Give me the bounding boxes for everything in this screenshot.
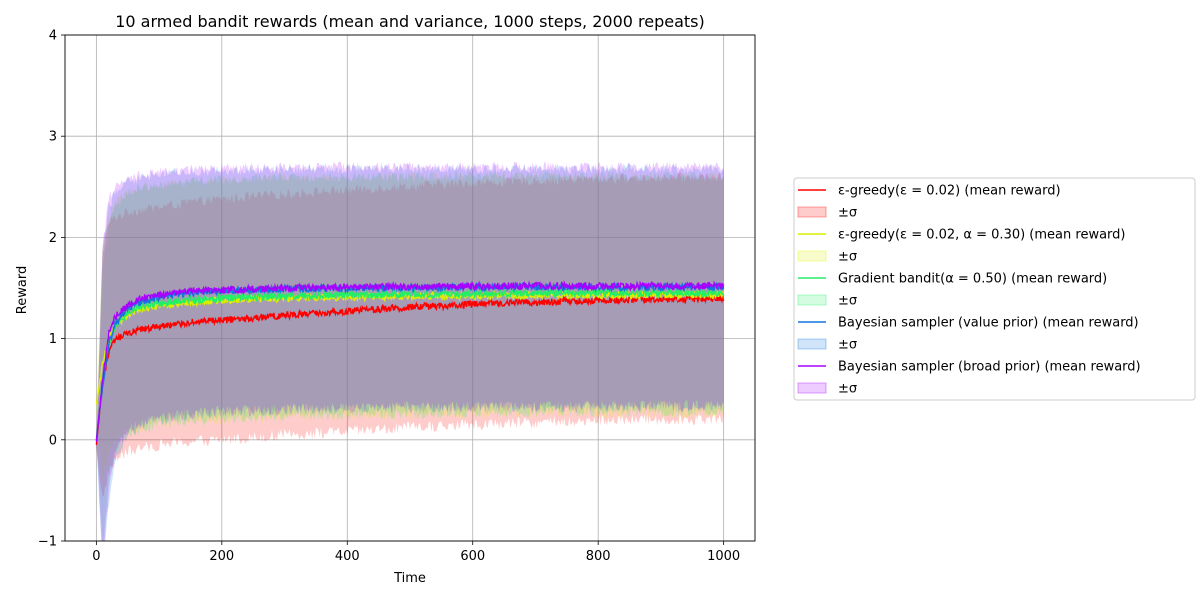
legend-entry-label: Bayesian sampler (broad prior) (mean rew…: [838, 360, 1141, 375]
x-tick-label: 600: [460, 549, 485, 564]
legend-band-swatch: [797, 382, 827, 394]
series-mean-line: [95, 279, 725, 442]
std-band: [96, 163, 724, 541]
y-tick-label: 2: [49, 231, 57, 246]
x-tick-label: 400: [335, 549, 360, 564]
x-tick-label: 0: [92, 549, 100, 564]
legend-band-swatch: [797, 206, 827, 218]
x-axis-label: Time: [393, 571, 426, 586]
plot-area: 0 200 400 600 800 1000 −1 0 1 2 3 4: [38, 29, 756, 564]
legend-entry-label: Bayesian sampler (value prior) (mean rew…: [838, 316, 1139, 331]
series-mean-line: [95, 287, 725, 440]
legend-band-swatch: [797, 294, 827, 306]
std-band: [96, 170, 724, 541]
std-band: [96, 161, 724, 541]
series-mean-line: [95, 292, 725, 445]
std-band: [96, 171, 724, 480]
legend-entry-label: ε-greedy(ε = 0.02) (mean reward): [838, 184, 1061, 199]
legend-band-label: ±σ: [838, 382, 857, 397]
legend-band-label: ±σ: [838, 338, 857, 353]
legend-entry-label: ε-greedy(ε = 0.02, α = 0.30) (mean rewar…: [838, 228, 1125, 243]
legend-band-swatch: [797, 250, 827, 262]
legend-band-label: ±σ: [838, 206, 857, 221]
legend-band-label: ±σ: [838, 250, 857, 265]
legend: ε-greedy(ε = 0.02) (mean reward) ±σ ε-gree…: [793, 177, 1196, 401]
std-band: [96, 171, 724, 497]
y-axis-label: Reward: [15, 266, 30, 314]
y-tick-label: −1: [38, 535, 57, 550]
y-tick-label: 0: [49, 433, 57, 448]
y-tick-label: 3: [49, 130, 57, 145]
legend-band-label: ±σ: [838, 294, 857, 309]
legend-band-swatch: [797, 338, 827, 350]
plot-frame: [64, 34, 756, 542]
x-tick-label: 200: [209, 549, 234, 564]
x-tick-label: 800: [586, 549, 611, 564]
legend-entry-label: Gradient bandit(α = 0.50) (mean reward): [838, 272, 1107, 287]
y-tick-label: 4: [49, 29, 57, 44]
y-tick-label: 1: [49, 332, 57, 347]
x-tick-label: 1000: [707, 549, 740, 564]
chart-title: 10 armed bandit rewards (mean and varian…: [115, 12, 705, 31]
legend-frame: [793, 177, 1196, 401]
